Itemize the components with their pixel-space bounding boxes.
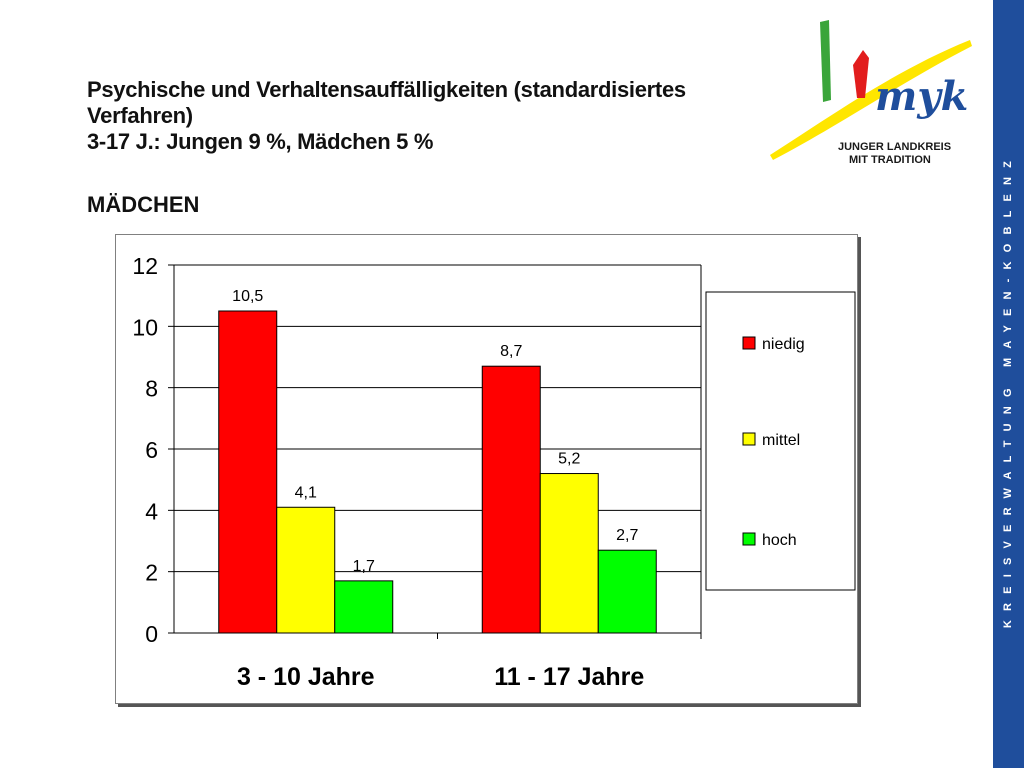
myk-logo: myk JUNGER LANDKREIS MIT TRADITION xyxy=(770,20,972,166)
bar-chart: 0 2 4 6 8 10 12 10,5 4,1 1,7 3 - 10 Jahre 8,7 5,2 2,7… xyxy=(132,253,856,691)
y-tick-label: 12 xyxy=(132,253,158,279)
x-tick-label: 11 - 17 Jahre xyxy=(494,663,644,691)
y-tick-label: 10 xyxy=(132,314,158,340)
y-tick-label: 8 xyxy=(145,376,158,402)
logo-tagline-line1: JUNGER LANDKREIS xyxy=(838,141,951,153)
slide-subtitle: MÄDCHEN xyxy=(87,192,200,217)
logo-yellow-swoosh xyxy=(770,40,972,160)
y-tick-label: 2 xyxy=(145,560,158,586)
logo-green-stroke xyxy=(820,20,831,102)
data-label: 5,2 xyxy=(558,451,580,468)
legend-entry-mittel: mittel xyxy=(762,432,800,449)
bar-hoch xyxy=(334,580,394,634)
x-tick-label: 3 - 10 Jahre xyxy=(237,663,375,691)
title-line-1: Psychische und Verhaltensauffälligkeiten… xyxy=(87,77,686,102)
data-label: 10,5 xyxy=(232,288,263,305)
chart-frame: 0 2 4 6 8 10 12 10,5 4,1 1,7 3 - 10 Jahre 8,7 5,2 2,7… xyxy=(115,234,858,704)
legend-entry-niedig: niedig xyxy=(762,336,805,353)
data-label: 4,1 xyxy=(295,484,317,501)
y-tick-label: 4 xyxy=(145,498,158,524)
bar-niedig xyxy=(218,310,278,634)
legend-swatch-mittel xyxy=(742,432,756,446)
logo-brand-text: myk xyxy=(875,73,968,120)
legend-swatch-niedig xyxy=(742,336,756,350)
sidebar-text: KREISVERWALTUNG MAYEN-KOBLENZ xyxy=(1002,151,1014,629)
bar-hoch xyxy=(597,549,657,634)
logo-tagline-line2: MIT TRADITION xyxy=(849,154,931,166)
logo-red-stroke xyxy=(853,50,869,98)
data-label: 1,7 xyxy=(353,558,375,575)
y-tick-label: 0 xyxy=(145,621,158,647)
slide-title: Psychische und Verhaltensauffälligkeiten… xyxy=(87,77,767,155)
legend-swatch-hoch xyxy=(742,532,756,546)
sidebar-band xyxy=(993,0,1024,768)
bar-mittel xyxy=(276,506,336,634)
title-line-2: Verfahren) xyxy=(87,103,193,128)
title-line-3: 3-17 J.: Jungen 9 %, Mädchen 5 % xyxy=(87,129,434,154)
bar-niedig xyxy=(481,365,541,634)
legend-box xyxy=(705,291,856,591)
y-tick-label: 6 xyxy=(145,437,158,463)
data-label: 2,7 xyxy=(616,527,638,544)
bar-mittel xyxy=(539,473,599,634)
data-label: 8,7 xyxy=(500,343,522,360)
legend-entry-hoch: hoch xyxy=(762,532,797,549)
